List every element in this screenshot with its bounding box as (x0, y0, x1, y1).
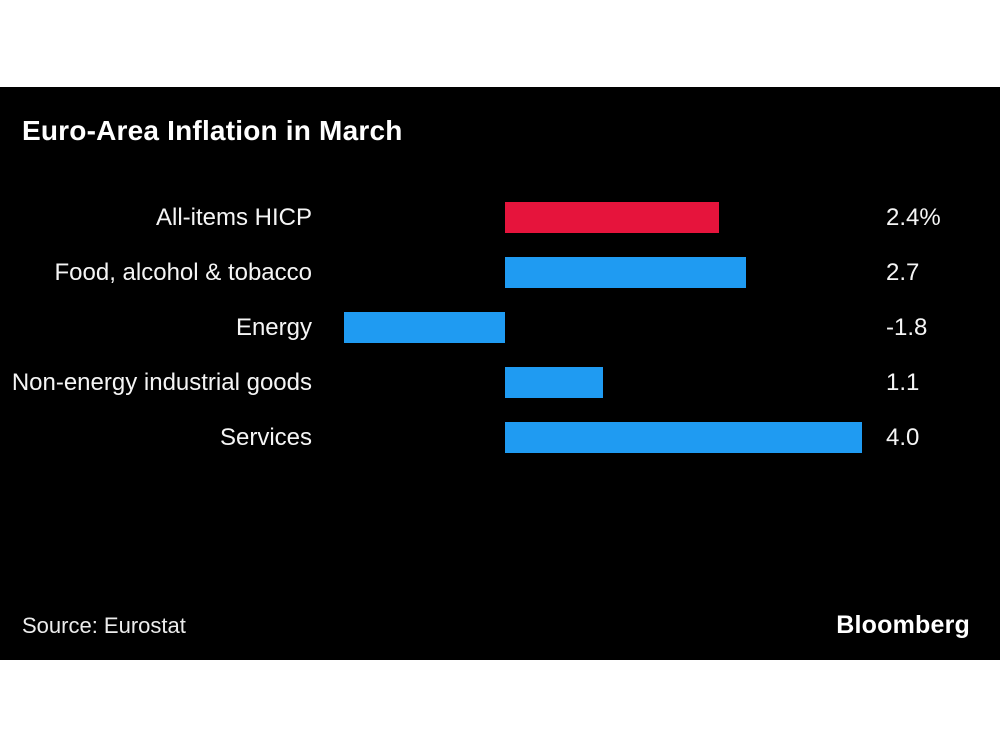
bar (505, 202, 720, 233)
chart-row: Non-energy industrial goods 1.1 (0, 367, 1000, 398)
chart-title: Euro-Area Inflation in March (22, 115, 403, 146)
bar-label: Energy (235, 313, 312, 341)
bar (505, 367, 604, 398)
chart-row: Services 4.0 (0, 422, 1000, 453)
bar-label: Services (219, 423, 312, 451)
bar-value: -1.8 (886, 313, 928, 341)
chart-row: Food, alcohol & tobacco 2.7 (0, 257, 1000, 288)
chart-row: All-items HICP 2.4% (0, 202, 1000, 233)
bloomberg-logo: Bloomberg (836, 611, 970, 639)
bar-value: 2.4% (886, 203, 941, 231)
chart-panel: Euro-Area Inflation in March All-items H… (0, 87, 1000, 660)
source-note: Source: Eurostat (22, 613, 186, 638)
bar-label: Non-energy industrial goods (11, 368, 312, 396)
bar-label: All-items HICP (155, 203, 312, 231)
bar-value: 2.7 (886, 258, 920, 286)
bar (505, 257, 747, 288)
bar-value: 4.0 (886, 423, 920, 451)
chart-row: Energy -1.8 (0, 312, 1000, 343)
bar (505, 422, 863, 453)
bar-label: Food, alcohol & tobacco (54, 258, 313, 286)
bar (344, 312, 505, 343)
bar-value: 1.1 (886, 368, 920, 396)
